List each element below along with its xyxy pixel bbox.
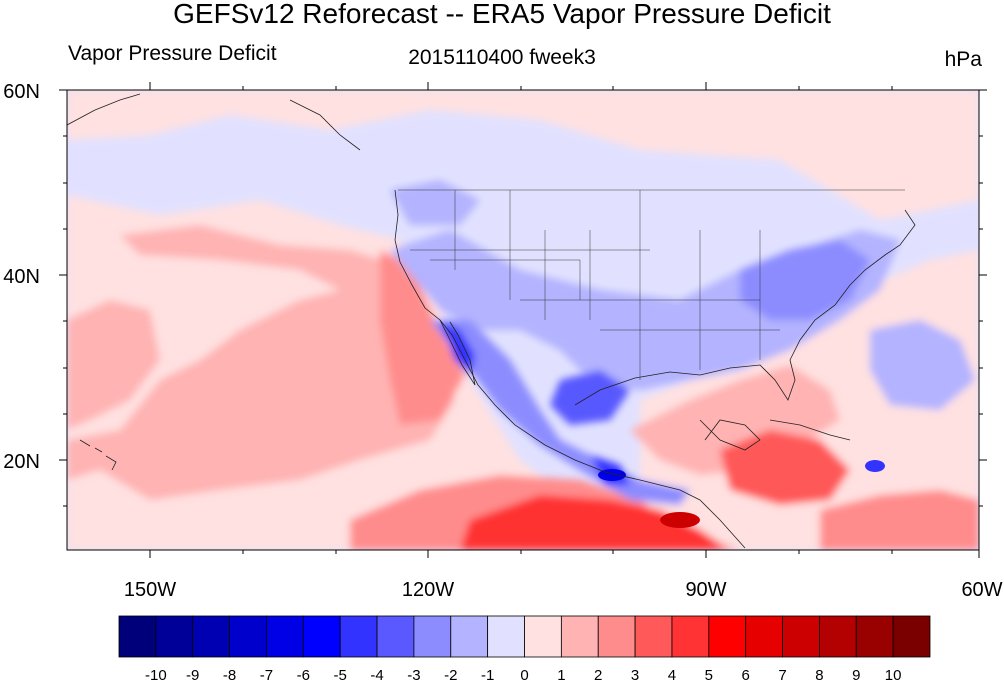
colorbar-tick-label: -5: [334, 667, 347, 684]
colorbar-swatch: [782, 615, 820, 658]
colorbar-tick-label: 2: [594, 667, 602, 684]
map-field: [67, 90, 979, 550]
colorbar-tick-label: 10: [885, 667, 902, 684]
field-blue-southwest: [430, 320, 690, 505]
colorbar-swatch: [192, 615, 230, 658]
hawaii: [79, 439, 117, 471]
field-blue-caribbean: [865, 460, 885, 472]
colorbar-swatch: [487, 615, 525, 658]
colorbar-tick-label: -10: [145, 667, 167, 684]
colorbar-swatch: [266, 615, 304, 658]
colorbar: [118, 615, 931, 658]
colorbar-tick-label: -1: [481, 667, 494, 684]
units-label: hPa: [944, 48, 982, 71]
variable-label: Vapor Pressure Deficit: [68, 42, 277, 65]
colorbar-swatch: [450, 615, 489, 658]
west-coast: [394, 189, 746, 549]
colorbar-swatch: [155, 615, 194, 658]
lat-tick-label: 40N: [3, 266, 40, 288]
field-red-coast: [380, 250, 465, 425]
field-blue-midatlantic: [740, 240, 870, 320]
colorbar-tick-label: 6: [742, 667, 750, 684]
colorbar-swatch: [745, 615, 783, 658]
field-blue-north-patch: [390, 180, 480, 225]
colorbar-swatch: [339, 615, 378, 658]
coastlines: [67, 93, 916, 549]
field-pink-north: [67, 90, 979, 220]
colorbar-tick-label: -7: [260, 667, 273, 684]
colorbar-swatch: [413, 615, 452, 658]
field-blue-texas: [550, 370, 630, 425]
field-blue-atlantic: [870, 320, 975, 410]
field-red-core: [460, 495, 730, 550]
lat-tick-label: 20N: [3, 451, 40, 473]
lon-tick-label: 90W: [685, 579, 726, 601]
colorbar-swatch: [229, 615, 267, 658]
colorbar-swatch: [302, 615, 341, 658]
colorbar-swatch: [634, 615, 673, 658]
colorbar-swatch: [892, 615, 931, 658]
colorbar-swatch: [524, 615, 562, 658]
colorbar-tick-label: -4: [370, 667, 383, 684]
yucatan: [699, 419, 761, 451]
lon-tick-label: 120W: [402, 579, 454, 601]
baja-peninsula: [439, 319, 476, 386]
colorbar-tick-label: -9: [186, 667, 199, 684]
alaska-coast: [67, 93, 361, 151]
gulf-coast: [574, 209, 916, 406]
colorbar-tick-label: 4: [668, 667, 676, 684]
lat-tick-label: 60N: [3, 81, 40, 103]
axis-labels: 60N 40N 20N 150W 120W 90W 60W: [3, 81, 1002, 601]
lon-tick-label: 150W: [124, 579, 176, 601]
colorbar-tick-label: 1: [557, 667, 565, 684]
colorbar-swatch: [118, 615, 157, 658]
colorbar-swatch: [855, 615, 894, 658]
colorbar-swatch: [819, 615, 857, 658]
colorbar-tick-label: 7: [778, 667, 786, 684]
field-red-max: [660, 512, 700, 528]
colorbar-tick-label: -6: [297, 667, 310, 684]
colorbar-tick-label: -3: [407, 667, 420, 684]
colorbar-swatch: [671, 615, 710, 658]
colorbar-swatch: [708, 615, 747, 658]
colorbar-tick-label: 9: [852, 667, 860, 684]
colorbar-tick-label: 8: [815, 667, 823, 684]
field-red-caribbean-south: [820, 490, 979, 550]
colorbar-tick-label: -2: [444, 667, 457, 684]
field-red-pacific-west: [67, 300, 160, 430]
colorbar-tick-label: 5: [705, 667, 713, 684]
colorbar-tick-label: -8: [223, 667, 236, 684]
field-blue-baja: [440, 320, 475, 375]
colorbar-tick-label: 0: [520, 667, 528, 684]
cuba: [769, 419, 851, 441]
colorbar-swatch: [376, 615, 415, 658]
field-red-pacific-band: [67, 225, 455, 500]
state-borders: [398, 189, 905, 380]
colorbar-swatch: [560, 615, 599, 658]
colorbar-tick-label: 3: [631, 667, 639, 684]
lon-tick-label: 60W: [961, 579, 1002, 601]
colorbar-swatch: [597, 615, 636, 658]
colorbar-labels: -10 -9 -8 -7 -6 -5 -4 -3 -2 -1 0 1 2 3 4 5 6 7 8 9 10: [145, 667, 901, 684]
axis-ticks: [59, 82, 987, 558]
figure-title: GEFSv12 Reforecast -- ERA5 Vapor Pressur…: [173, 0, 831, 29]
field-red-caribbean: [720, 430, 850, 505]
map-frame: [66, 89, 980, 551]
date-label: 2015110400 fweek3: [408, 46, 596, 69]
